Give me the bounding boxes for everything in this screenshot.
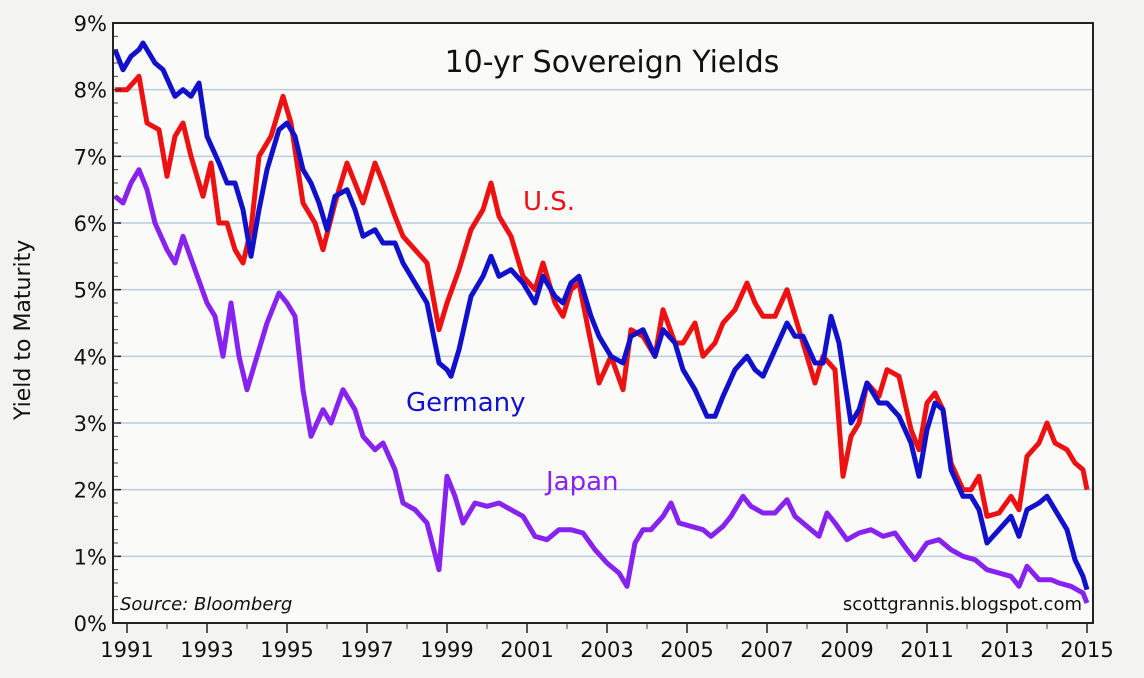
y-axis-label: Yield to Maturity <box>11 240 36 421</box>
watermark: scottgrannis.blogspot.com <box>843 594 1082 615</box>
y-tick-label: 5% <box>74 279 107 303</box>
x-tick-label: 2003 <box>580 638 633 662</box>
series-label-us: U.S. <box>523 187 575 217</box>
chart-title: 10-yr Sovereign Yields <box>445 45 780 80</box>
x-tick-label: 2015 <box>1060 638 1113 662</box>
x-tick-label: 1995 <box>260 638 313 662</box>
y-tick-label: 2% <box>74 479 107 503</box>
series-label-germany: Germany <box>406 388 526 418</box>
source-note: Source: Bloomberg <box>120 594 292 615</box>
series-line-germany <box>112 40 1090 591</box>
x-tick-label: 2011 <box>900 638 953 662</box>
plot-frame <box>112 22 1094 624</box>
plot-area <box>113 23 1093 623</box>
x-tick-label: 1997 <box>340 638 393 662</box>
x-tick-label: 2009 <box>820 638 873 662</box>
x-tick-label: 2005 <box>660 638 713 662</box>
y-tick-label: 3% <box>74 412 107 436</box>
y-tick-label: 7% <box>74 145 107 169</box>
x-tick-label: 2013 <box>980 638 1033 662</box>
y-tick-label: 0% <box>74 612 107 636</box>
x-tick-label: 2001 <box>500 638 553 662</box>
x-tick-label: 1999 <box>420 638 473 662</box>
y-tick-label: 1% <box>74 545 107 569</box>
y-tick-label: 4% <box>74 345 107 369</box>
series-label-japan: Japan <box>544 467 619 497</box>
series-line-japan <box>113 167 1090 604</box>
x-tick-label: 1993 <box>180 638 233 662</box>
y-tick-label: 9% <box>74 12 107 36</box>
x-tick-label: 2007 <box>740 638 793 662</box>
y-tick-label: 8% <box>74 79 107 103</box>
y-tick-label: 6% <box>74 212 107 236</box>
x-tick-label: 1991 <box>100 638 153 662</box>
